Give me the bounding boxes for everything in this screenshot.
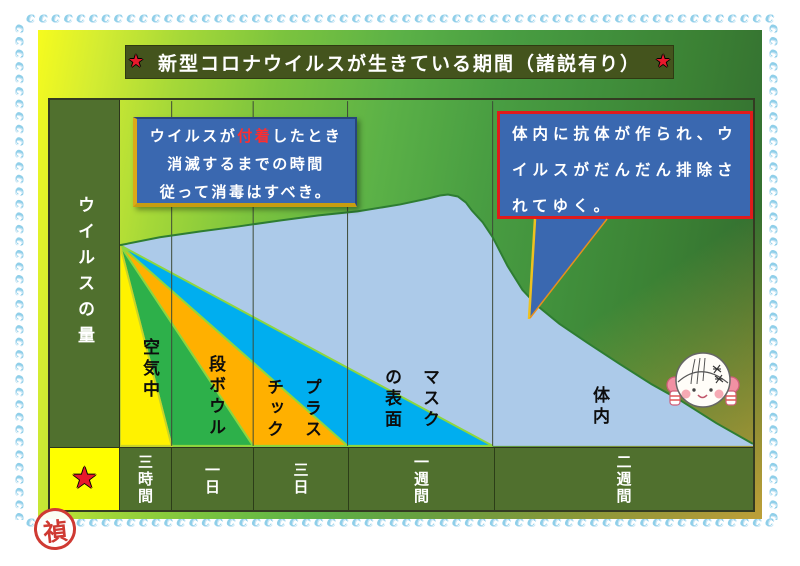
wavy-border-top: cccccccccccccccccccccccccccccccccccccccc…: [26, 10, 778, 26]
callout-line: れてゆく。: [512, 197, 615, 215]
label-air: 空気中: [139, 338, 159, 401]
chart-title: 新型コロナウイルスが生きている期間（諸説有り）: [157, 52, 641, 75]
stamp-kanji: 禎: [41, 515, 69, 547]
x-cell-2weeks: 二週間: [495, 448, 753, 510]
disinfect-callout-bubble: ウイルスが付着したとき 消滅するまでの時間 従って消毒はすべき。: [133, 117, 357, 207]
plot-area: 空気中 段ボウル プラス チック マスク の表面 体内: [120, 100, 753, 447]
x-axis-row: 三時間 一日 三日 一週間 二週間: [120, 447, 753, 510]
callout-line: 消滅するまでの時間: [167, 155, 325, 173]
wavy-border-right: cccccccccccccccccccccccccccccccccccccccc…: [766, 24, 782, 520]
girl-mascot-illustration: [666, 352, 740, 408]
star-icon: ★: [655, 51, 672, 72]
callout-line: ウイルスが付着したとき: [149, 127, 343, 145]
chart-table: ウイルスの量 ★: [48, 98, 755, 512]
survival-fan-chart: [120, 101, 753, 447]
callout-line: 従って消毒はすべき。: [159, 183, 333, 201]
label-cardboard: 段ボウル: [205, 355, 225, 439]
highlighted-word: 付着: [237, 127, 273, 145]
y-axis-header-cell: ウイルスの量: [50, 100, 120, 447]
callout-line: 体内に抗体が作られ、ウ: [512, 125, 738, 143]
y-axis-label: ウイルスの量: [74, 195, 94, 352]
label-body: 体内: [589, 386, 609, 428]
label-mask: マスク の表面: [381, 368, 439, 431]
chart-title-bar: ★ 新型コロナウイルスが生きている期間（諸説有り） ★: [125, 45, 674, 79]
x-cell-1day: 一日: [172, 448, 254, 510]
antibody-callout-bubble: 体内に抗体が作られ、ウ イルスがだんだん排除さ れてゆく。: [497, 111, 753, 219]
label-plastic: プラス チック: [263, 378, 321, 441]
x-cell-3hours: 三時間: [120, 448, 172, 510]
star-icon: ★: [71, 461, 98, 496]
x-tick-label: 三時間: [136, 453, 154, 505]
callout-line: イルスがだんだん排除さ: [512, 161, 738, 179]
bubble-tail: [527, 218, 608, 320]
wavy-border-left: cccccccccccccccccccccccccccccccccccccccc…: [12, 24, 28, 520]
wedge-air: [120, 244, 173, 447]
tainai-top-edge: [120, 193, 753, 445]
x-cell-3days: 三日: [254, 448, 349, 510]
x-tick-label: 一日: [203, 462, 221, 496]
axis-corner-cell: ★: [50, 447, 120, 510]
x-tick-label: 三日: [291, 462, 310, 496]
star-icon: ★: [127, 51, 144, 72]
hair-ornament-marks: [712, 364, 724, 384]
x-cell-1week: 一週間: [349, 448, 495, 510]
x-tick-label: 一週間: [412, 453, 430, 505]
x-tick-label: 二週間: [614, 453, 633, 505]
